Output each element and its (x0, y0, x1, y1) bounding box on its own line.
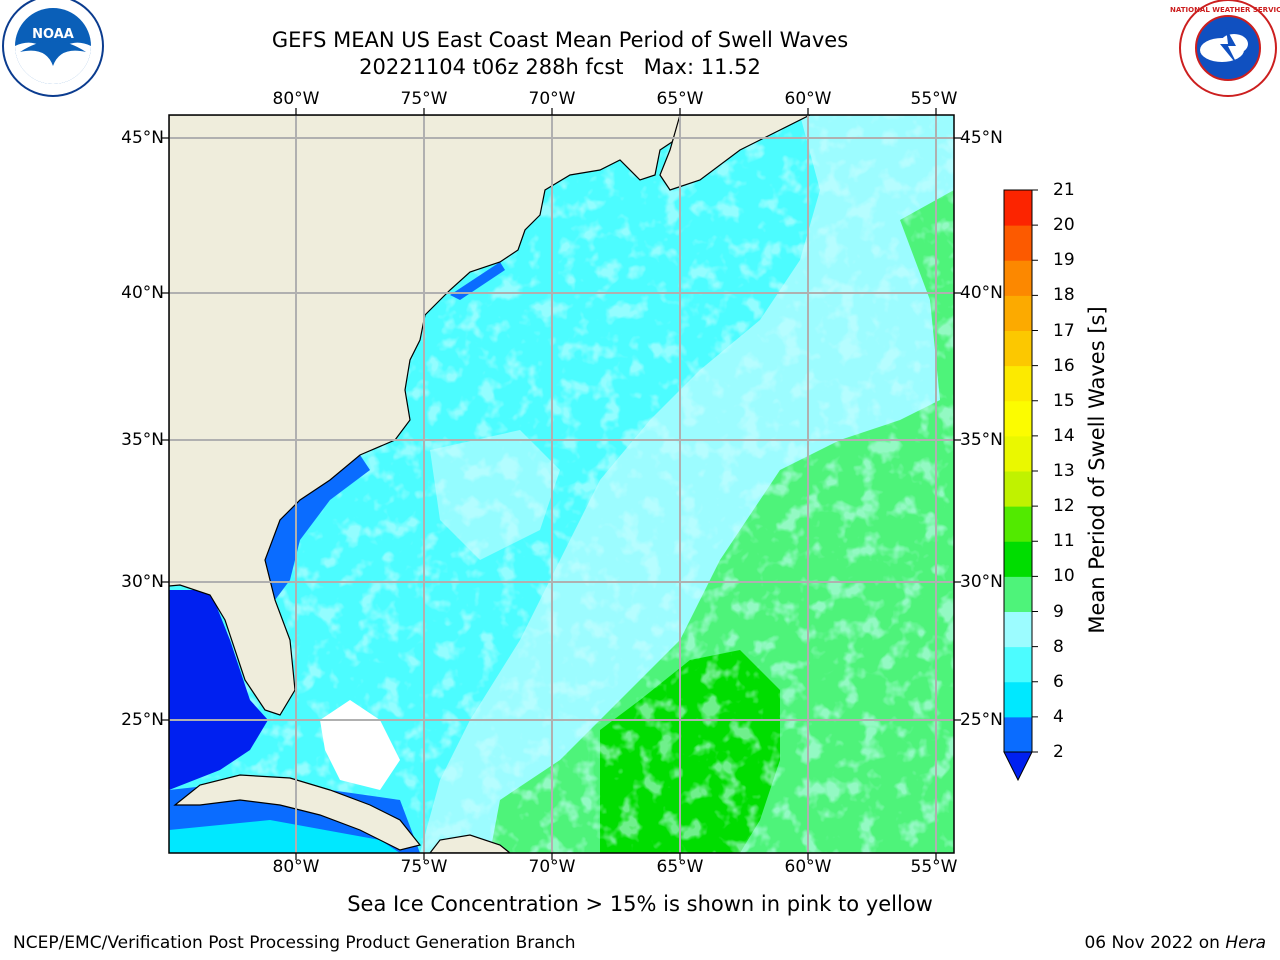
lon-tick-top-55w: 55°W (910, 89, 958, 109)
map-frame (168, 114, 955, 854)
lat-tick-right-25n: 25°N (960, 710, 1003, 730)
lon-tick-top-80w: 80°W (272, 89, 320, 109)
lon-tick-bottom-55w: 55°W (910, 857, 958, 877)
colorbar-tick-label: 16 (1053, 355, 1075, 376)
footer-host: Hera (1225, 933, 1266, 953)
colorbar-tick-label: 21 (1053, 180, 1075, 200)
footer-organization: NCEP/EMC/Verification Post Processing Pr… (13, 933, 576, 953)
lon-tick-bottom-60w: 60°W (784, 857, 832, 877)
lat-tick-left-40n: 40°N (121, 283, 164, 303)
colorbar-tick-label: 6 (1053, 671, 1064, 692)
colorbar-tick-label: 2 (1053, 742, 1064, 762)
lat-tick-right-45n: 45°N (960, 128, 1003, 148)
land-hispaniola (429, 834, 511, 853)
colorbar-segment (1004, 365, 1032, 402)
colorbar-title: Mean Period of Swell Waves [s] (1085, 306, 1109, 634)
lon-tick-top-60w: 60°W (784, 89, 832, 109)
colorbar-segment (1004, 471, 1032, 507)
colorbar-segment (1004, 716, 1032, 753)
footer-date: 06 Nov 2022 on Hera (1084, 933, 1266, 953)
noaa-logo-text: NOAA (32, 27, 74, 42)
colorbar-tick-label: 20 (1053, 215, 1075, 236)
colorbar-segment (1004, 541, 1032, 577)
lat-tick-right-30n: 30°N (960, 572, 1003, 592)
colorbar-tick-label: 12 (1053, 496, 1075, 517)
colorbar-segment (1004, 260, 1032, 296)
colorbar-segment (1004, 611, 1032, 648)
noaa-logo: NOAA (2, 0, 104, 97)
colorbar-tick-label: 13 (1053, 461, 1075, 481)
colorbar-segment (1004, 330, 1032, 367)
colorbar-tick-label: 9 (1053, 601, 1064, 622)
lat-tick-left-45n: 45°N (121, 128, 164, 148)
colorbar-tick-label: 8 (1053, 636, 1064, 657)
colorbar-segment (1004, 435, 1032, 472)
sea-ice-note: Sea Ice Concentration > 15% is shown in … (347, 892, 933, 916)
lon-tick-bottom-75w: 75°W (400, 857, 448, 877)
map-title: GEFS MEAN US East Coast Mean Period of S… (271, 28, 849, 52)
colorbar-segment (1004, 681, 1032, 718)
colorbar-segment (1004, 190, 1032, 226)
nws-logo-text: NATIONAL WEATHER SERVICE (1170, 6, 1280, 14)
lon-tick-top-70w: 70°W (528, 89, 576, 109)
lon-tick-top-65w: 65°W (656, 89, 704, 109)
colorbar-tick-label: 18 (1053, 285, 1075, 306)
colorbar-tick-label: 11 (1053, 531, 1075, 552)
map-subtitle: 20221104 t06z 288h fcst Max: 11.52 (359, 55, 761, 79)
colorbar-tick-label: 17 (1053, 320, 1075, 341)
gulf-of-mexico-under-range (169, 590, 268, 790)
lon-tick-bottom-65w: 65°W (656, 857, 704, 877)
lon-tick-bottom-70w: 70°W (528, 857, 576, 877)
lon-tick-bottom-80w: 80°W (272, 857, 320, 877)
colorbar-tick-label: 4 (1053, 706, 1064, 727)
caribbean-band-4-6 (169, 820, 400, 853)
bahamas-bank (320, 700, 400, 790)
colorbar (1003, 189, 1038, 782)
colorbar-segment (1004, 506, 1032, 542)
land-nova-scotia (659, 115, 811, 191)
coastal-band-2-4-ne (450, 262, 505, 300)
colorbar-segment (1004, 576, 1032, 612)
lat-tick-right-35n: 35°N (960, 430, 1003, 450)
nws-logo: NATIONAL WEATHER SERVICE (1170, 0, 1280, 97)
colorbar-under-arrow (1003, 751, 1033, 782)
land-cuba (173, 774, 422, 851)
colorbar-tick-label: 10 (1053, 566, 1075, 587)
footer-date-text: 06 Nov 2022 on (1084, 933, 1220, 953)
lat-tick-left-25n: 25°N (121, 710, 164, 730)
lon-tick-top-75w: 75°W (400, 89, 448, 109)
coastal-band-2-4 (262, 455, 370, 600)
lat-tick-right-40n: 40°N (960, 283, 1003, 303)
colorbar-segment (1004, 646, 1032, 683)
colorbar-tick-label: 15 (1053, 390, 1075, 411)
lat-tick-left-35n: 35°N (121, 430, 164, 450)
lat-tick-left-30n: 30°N (121, 572, 164, 592)
colorbar-segment (1004, 295, 1032, 331)
graticule (169, 115, 954, 853)
colorbar-segment (1004, 400, 1032, 437)
colorbar-segment (1004, 225, 1032, 261)
colorbar-tick-label: 14 (1053, 425, 1075, 446)
colorbar-tick-label: 19 (1053, 250, 1075, 271)
